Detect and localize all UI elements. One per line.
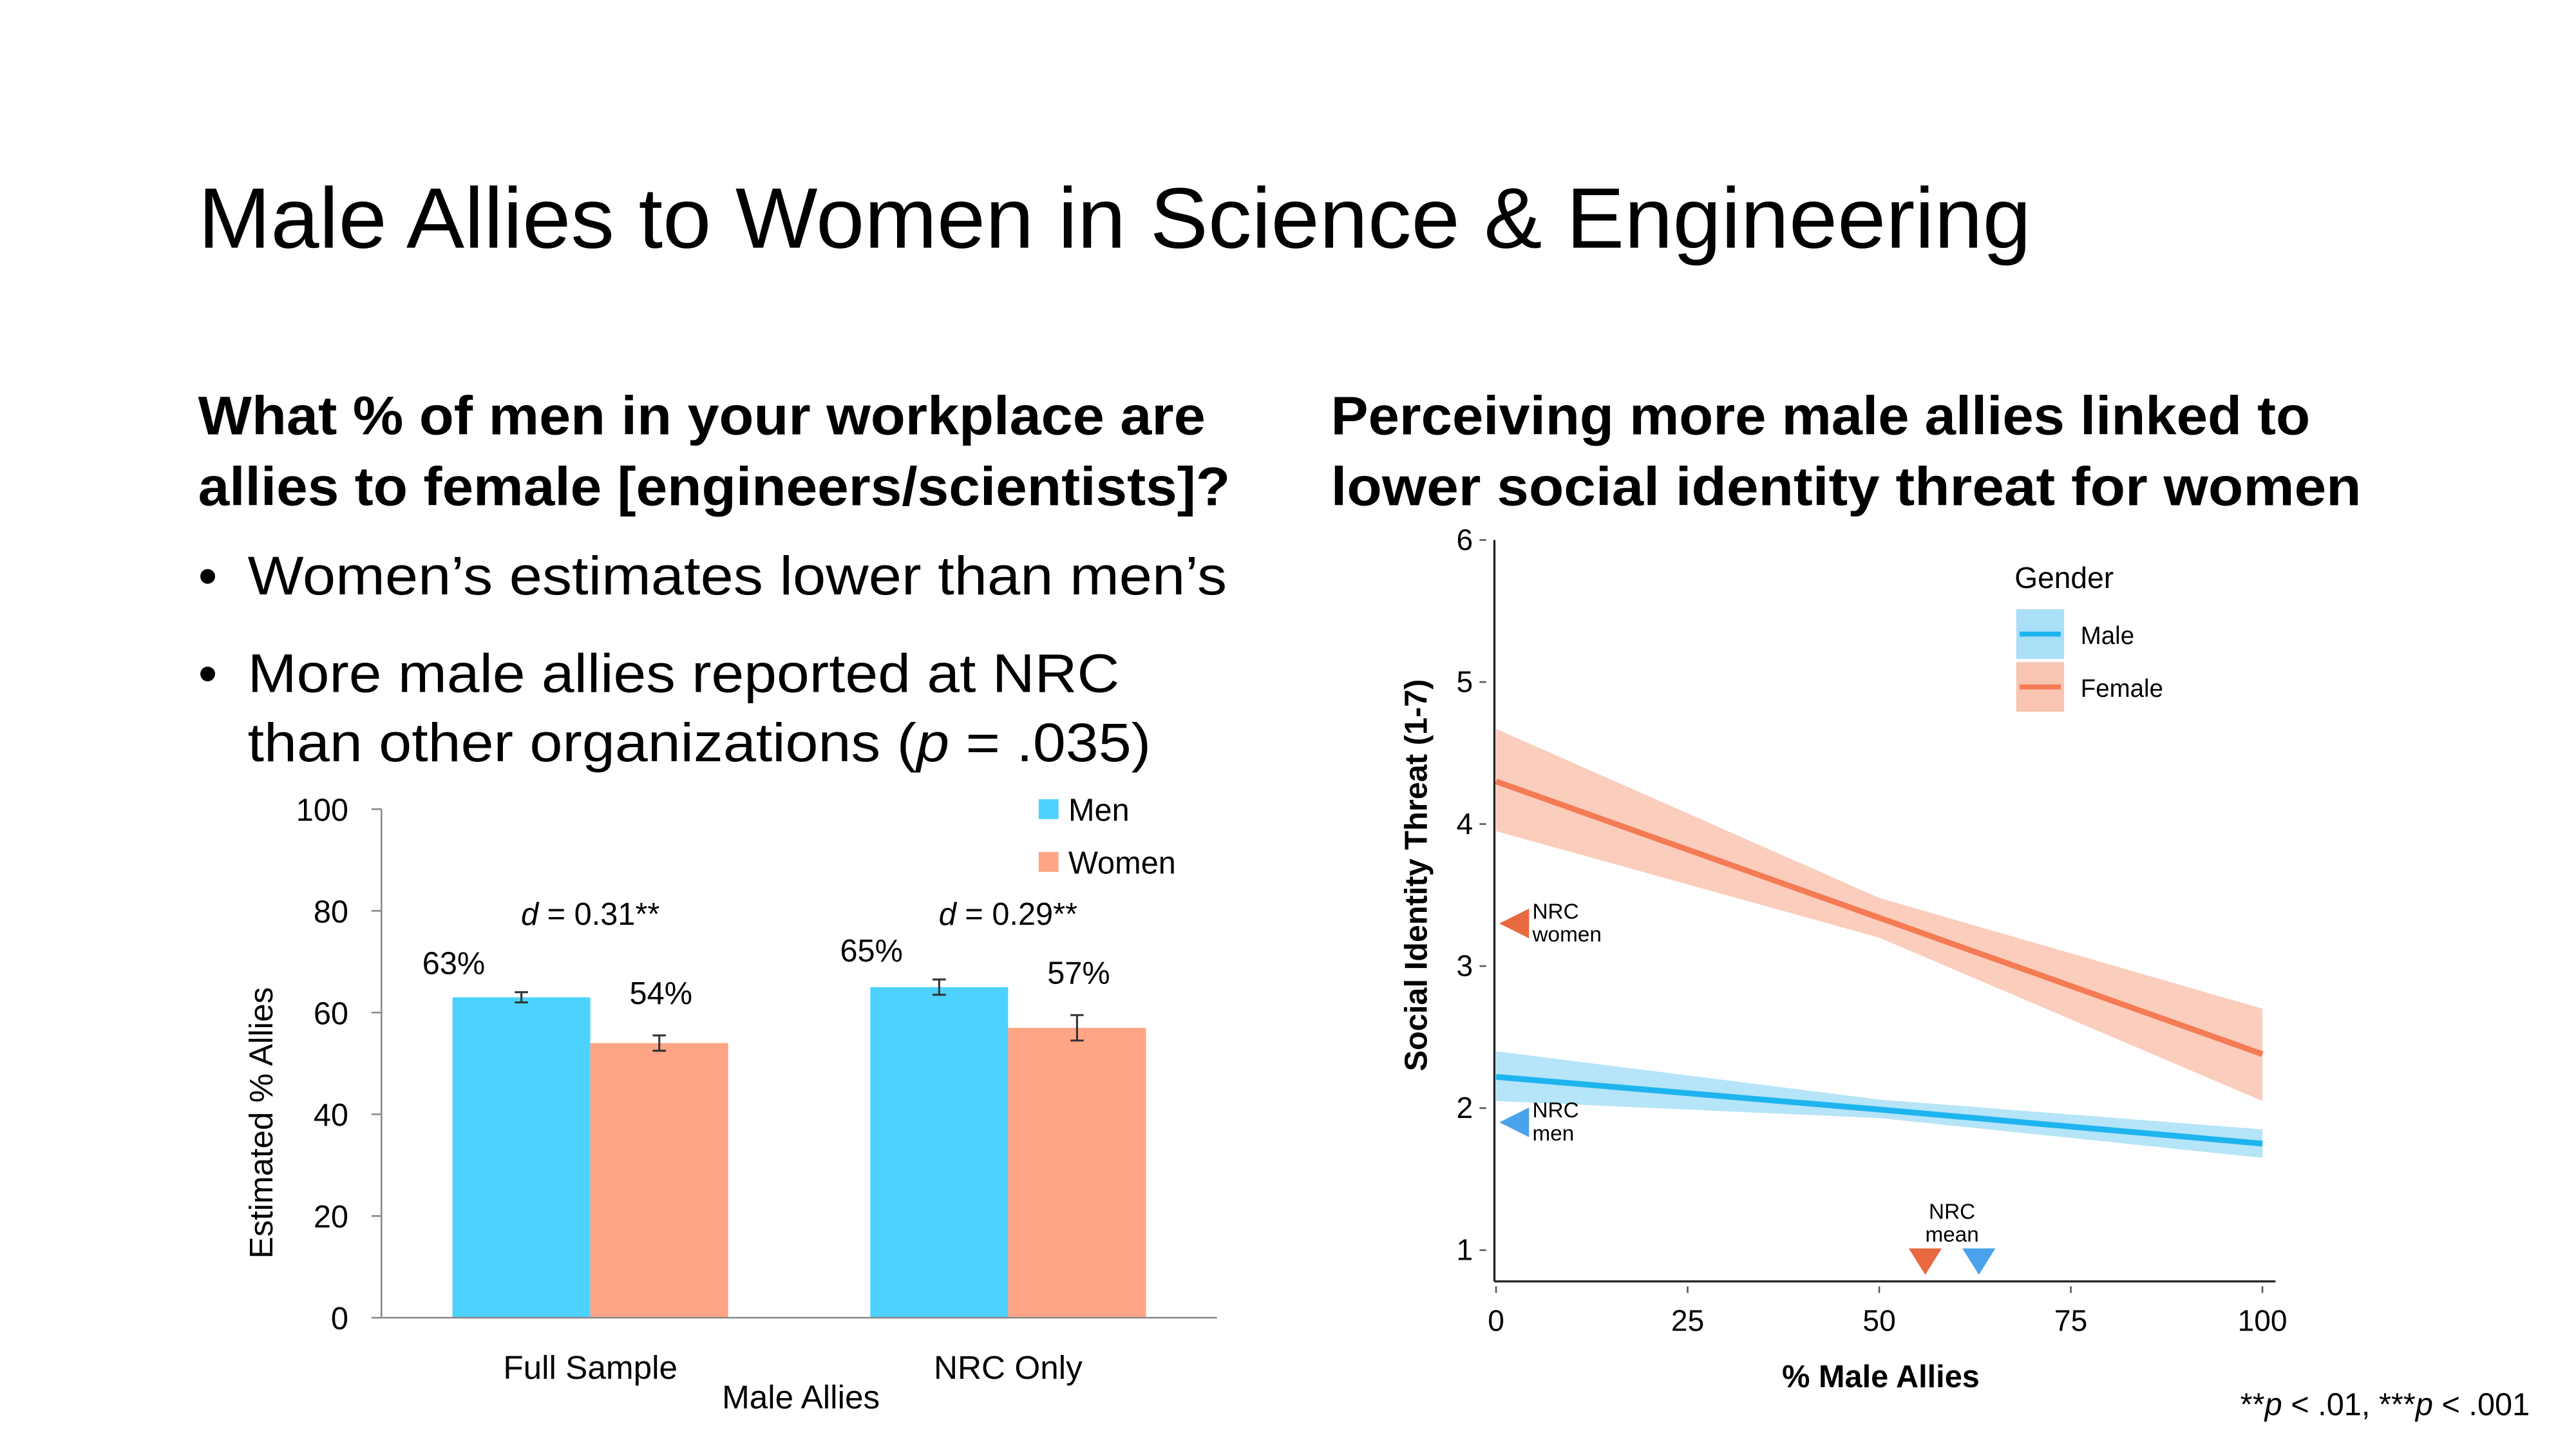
legend-label: Women [1068,846,1176,880]
left-heading: allies to female [engineers/scientists]? [198,456,1231,517]
bullet-text-part: More male allies reported at NRC [248,642,1120,703]
bar [452,997,591,1318]
y-tick-label: 1 [1457,1233,1473,1267]
bullet-text-part: than other organizations ( [248,712,917,773]
nrc-marker [1499,1107,1530,1137]
right-heading: Perceiving more male allies linked to [1331,384,2311,446]
bullet-dot: • [198,545,218,606]
annotation: d = 0.31** [521,897,659,932]
x-axis-label: Male Allies [722,1379,880,1416]
bullet-text-part: = .035) [949,712,1151,773]
nrc-marker [1499,908,1530,939]
legend-label: Men [1068,793,1130,828]
slide-title: Male Allies to Women in Science & Engine… [198,171,2031,267]
y-axis-label: Social Identity Threat (1-7) [1399,679,1434,1072]
footnote-part: p [2264,1387,2282,1422]
line [1495,779,2264,1057]
nrc-marker-label: NRC [1532,1099,1578,1122]
bar [1008,1028,1146,1318]
value-label: 54% [630,976,692,1011]
nrc-mean-marker [1908,1248,1942,1275]
legend-label: Male [2081,622,2134,650]
footnote-part: < .01, *** [2282,1387,2416,1422]
value-label: 57% [1047,956,1110,991]
y-tick-label: 5 [1457,665,1473,698]
footnote: **p < .01, ***p < .001 [2240,1387,2530,1422]
x-tick-label: 75 [2054,1304,2087,1338]
nrc-marker-label: men [1532,1122,1574,1146]
bullet-dot: • [198,642,218,703]
bar [870,987,1009,1318]
legend-swatch [1038,799,1059,819]
y-tick-label: 80 [314,895,348,929]
y-tick-label: 40 [314,1098,348,1133]
y-tick-label: 0 [331,1302,348,1336]
annotation-part: = 0.31** [538,897,659,932]
x-tick-label: 100 [2238,1304,2287,1338]
nrc-marker-label: women [1531,923,1601,947]
bullet-text-part: Women’s estimates lower than men’s [248,545,1227,606]
legend-title: Gender [2014,561,2114,594]
x-tick-label: 50 [1862,1304,1895,1338]
right-heading: lower social identity threat for women [1331,456,2362,517]
bullet-text: than other organizations (p = .035) [248,712,1151,773]
nrc-mean-marker [1962,1248,1996,1275]
nrc-mean-label: NRC [1929,1200,1975,1224]
nrc-mean-label: mean [1925,1223,1978,1247]
annotation-part: d [939,897,958,932]
line [1495,1074,2263,1147]
y-tick-label: 20 [314,1200,348,1235]
bullet-text: Women’s estimates lower than men’s [248,545,1227,606]
confidence-band [1496,1051,2263,1158]
annotation: d = 0.29** [939,897,1077,932]
nrc-marker-label: NRC [1532,900,1578,923]
x-tick-label: 0 [1488,1304,1504,1338]
annotation-part: = 0.29** [956,897,1077,932]
y-axis-label: Estimated % Allies [243,987,279,1259]
legend-label: Female [2081,675,2163,703]
legend-swatch [1038,852,1059,872]
footnote-part: ** [2240,1387,2265,1422]
x-tick-label: NRC Only [934,1349,1083,1386]
y-tick-label: 4 [1457,807,1473,840]
bullet-text: More male allies reported at NRC [248,642,1120,703]
annotation-part: d [521,897,540,932]
y-tick-label: 2 [1457,1091,1473,1124]
value-label: 63% [422,947,485,981]
y-tick-label: 100 [296,793,348,828]
bullet-text-part: p [914,712,949,773]
footnote-part: p [2414,1387,2433,1422]
y-tick-label: 3 [1457,949,1473,983]
y-tick-label: 60 [314,996,348,1031]
bar [590,1043,728,1318]
footnote-part: < .001 [2433,1387,2530,1422]
value-label: 65% [840,934,902,969]
x-tick-label: Full Sample [503,1349,677,1386]
left-heading: What % of men in your workplace are [198,384,1206,446]
x-tick-label: 25 [1671,1304,1704,1338]
x-axis-label: % Male Allies [1782,1359,1980,1394]
y-tick-label: 6 [1457,523,1473,556]
